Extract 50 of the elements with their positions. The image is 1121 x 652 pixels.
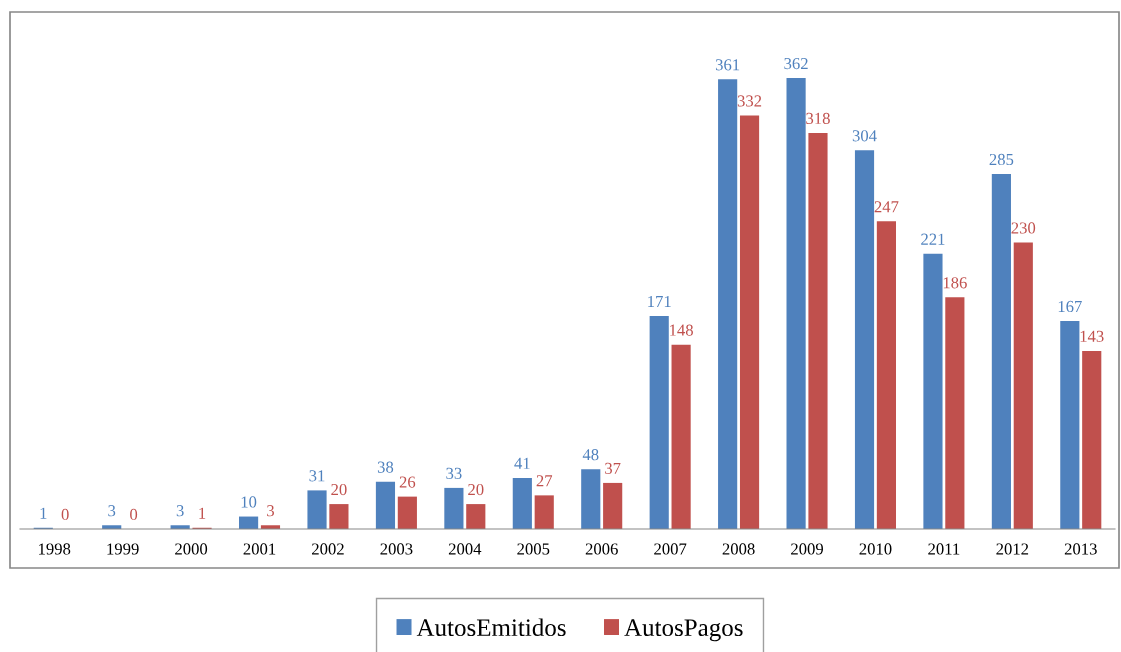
- data-label: 20: [331, 483, 347, 496]
- x-tick-label: 2005: [517, 543, 550, 555]
- x-tick-label: 2003: [380, 543, 413, 555]
- data-label: 3: [108, 505, 116, 517]
- x-tick-label: 2012: [996, 543, 1029, 555]
- data-label: 362: [784, 57, 808, 70]
- x-tick-label: 2008: [722, 543, 755, 555]
- data-label: 0: [130, 508, 138, 521]
- data-label: 143: [1080, 330, 1104, 342]
- x-tick-label: 2006: [585, 543, 618, 555]
- data-label: 230: [1011, 222, 1036, 234]
- data-label: 221: [921, 233, 945, 245]
- x-tick-label: 2010: [859, 543, 892, 555]
- x-tick-label: 2001: [243, 543, 276, 555]
- data-label: 361: [715, 59, 740, 71]
- data-label: 171: [648, 295, 671, 307]
- data-label: 1: [40, 507, 47, 519]
- data-label: 38: [377, 461, 394, 473]
- x-tick-label: 2004: [448, 543, 482, 555]
- data-label: 167: [1058, 300, 1082, 313]
- data-label: 37: [605, 462, 621, 474]
- x-tick-label: 1999: [107, 543, 139, 555]
- data-label: 33: [446, 467, 462, 479]
- data-label: 148: [670, 324, 693, 336]
- data-label: 1: [199, 507, 206, 519]
- data-label: 247: [874, 201, 899, 213]
- data-label: 0: [61, 508, 69, 521]
- data-label: 3: [267, 505, 274, 517]
- data-label: 285: [989, 153, 1014, 166]
- data-label: 3: [176, 505, 184, 517]
- data-label: 304: [852, 130, 877, 142]
- legend-label: AutosEmitidos: [416, 618, 566, 637]
- data-label: 20: [468, 483, 484, 496]
- data-label: 186: [943, 277, 967, 289]
- data-label: 31: [309, 470, 325, 482]
- x-tick-label: 2000: [175, 543, 208, 555]
- data-label: 10: [241, 496, 257, 508]
- x-tick-label: 2002: [312, 543, 344, 555]
- data-label: 27: [536, 475, 553, 487]
- x-tick-label: 2013: [1064, 543, 1097, 555]
- data-label: 26: [399, 476, 416, 488]
- x-tick-label: 1998: [39, 543, 71, 555]
- data-label: 318: [806, 112, 830, 124]
- x-tick-label: 2011: [928, 543, 960, 555]
- data-label: 41: [514, 457, 530, 469]
- legend-label: AutosPagos: [624, 619, 743, 642]
- x-tick-label: 2007: [654, 543, 687, 555]
- data-label: 332: [737, 95, 762, 107]
- x-tick-label: 2009: [791, 543, 824, 555]
- data-label: 48: [582, 449, 599, 461]
